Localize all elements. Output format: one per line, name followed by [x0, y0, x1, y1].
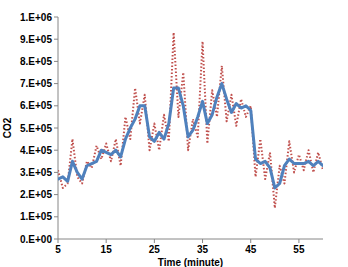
chart: 0.E+00 1.E+05 2.E+05 3.E+05 4.E+05 5.E+05 6.E+…: [0, 0, 348, 267]
y-tick: [54, 39, 58, 40]
y-tick: [54, 194, 58, 195]
x-tick-label: 35: [197, 244, 209, 255]
y-tick-label: 1.E+05: [20, 211, 52, 222]
x-tick: [298, 239, 299, 243]
line-series: [58, 33, 323, 208]
y-tick: [54, 216, 58, 217]
y-tick: [54, 61, 58, 62]
y-tick-label: 3.E+05: [20, 167, 52, 178]
x-tick: [250, 239, 251, 243]
plot-area: [58, 33, 323, 208]
y-tick-label: 1.E+06: [20, 12, 52, 23]
y-tick: [54, 128, 58, 129]
y-tick: [54, 172, 58, 173]
y-tick-label: 0.E+00: [20, 234, 52, 245]
y-tick-label: 8.E+05: [20, 56, 52, 67]
y-tick-label: 2.E+05: [20, 189, 52, 200]
y-tick-label: 4.E+05: [20, 145, 52, 156]
x-tick: [106, 239, 107, 243]
y-tick-label: 5.E+05: [20, 123, 52, 134]
x-axis: [58, 239, 323, 240]
line-series: [58, 84, 323, 188]
x-tick-label: 15: [101, 244, 113, 255]
y-tick: [54, 105, 58, 106]
y-tick: [54, 17, 58, 18]
x-tick: [154, 239, 155, 243]
y-tick: [54, 150, 58, 151]
x-tick: [58, 239, 59, 243]
x-tick-label: 5: [55, 244, 61, 255]
x-tick-label: 45: [245, 244, 257, 255]
y-tick: [54, 239, 58, 240]
y-tick-label: 6.E+05: [20, 100, 52, 111]
y-tick-label: 7.E+05: [20, 78, 52, 89]
x-tick-label: 25: [149, 244, 161, 255]
x-tick-label: 55: [293, 244, 305, 255]
x-tick: [202, 239, 203, 243]
y-tick-label: 9.E+05: [20, 34, 52, 45]
y-tick: [54, 83, 58, 84]
y-axis-label: CO2: [2, 117, 13, 138]
x-axis-label: Time (minute): [158, 257, 223, 267]
